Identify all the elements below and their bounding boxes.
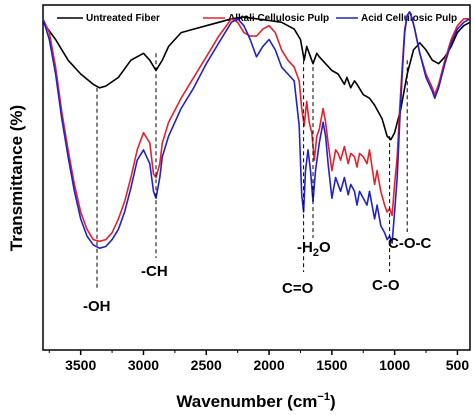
annotation-c-double-o: C=O (282, 280, 314, 297)
x-axis-title-main: Wavenumber (cm (176, 392, 317, 411)
annotation-oh: -OH (83, 298, 111, 315)
legend-label-alkali: Alkali Cellulosic Pulp (228, 13, 329, 24)
x-tick-label-3500: 3500 (65, 357, 96, 373)
x-tick-label-2000: 2000 (253, 357, 284, 373)
y-axis-title: Transmittance (%) (7, 105, 26, 251)
x-tick-label-2500: 2500 (191, 357, 222, 373)
legend-label-untreated: Untreated Fiber (86, 13, 160, 24)
annotation-ch: -CH (141, 263, 168, 280)
x-tick-label-3000: 3000 (128, 357, 159, 373)
series-line-0 (42, 16, 471, 141)
annotation-h2o-sub: 2 (313, 247, 319, 259)
annotation-h2o-main: -H (297, 239, 313, 256)
annotation-c-o-c: C-O-C (388, 235, 431, 252)
x-axis-title-end: ) (330, 392, 336, 411)
series-layer (42, 11, 471, 249)
plot-frame (42, 4, 471, 351)
series-line-1 (42, 11, 470, 243)
series-line-2 (42, 11, 471, 249)
legend-label-acid: Acid Cellulosic Pulp (361, 13, 457, 24)
x-tick-label-1500: 1500 (316, 357, 347, 373)
x-tick-label-500: 500 (446, 357, 470, 373)
annotation-c-o: C-O (372, 277, 400, 294)
x-axis-ticks: 3500 3000 2500 2000 1500 1000 500 (48, 350, 470, 373)
annotation-h2o-end: O (319, 239, 331, 256)
x-axis-title: Wavenumber (cm−1) (176, 391, 335, 411)
annotation-guides (96, 53, 408, 290)
x-axis-title-sup: −1 (317, 391, 330, 403)
annotation-h2o: -H2O (297, 239, 331, 259)
x-tick-label-1000: 1000 (379, 357, 410, 373)
legend: Untreated Fiber Alkali Cellulosic Pulp A… (57, 13, 457, 24)
